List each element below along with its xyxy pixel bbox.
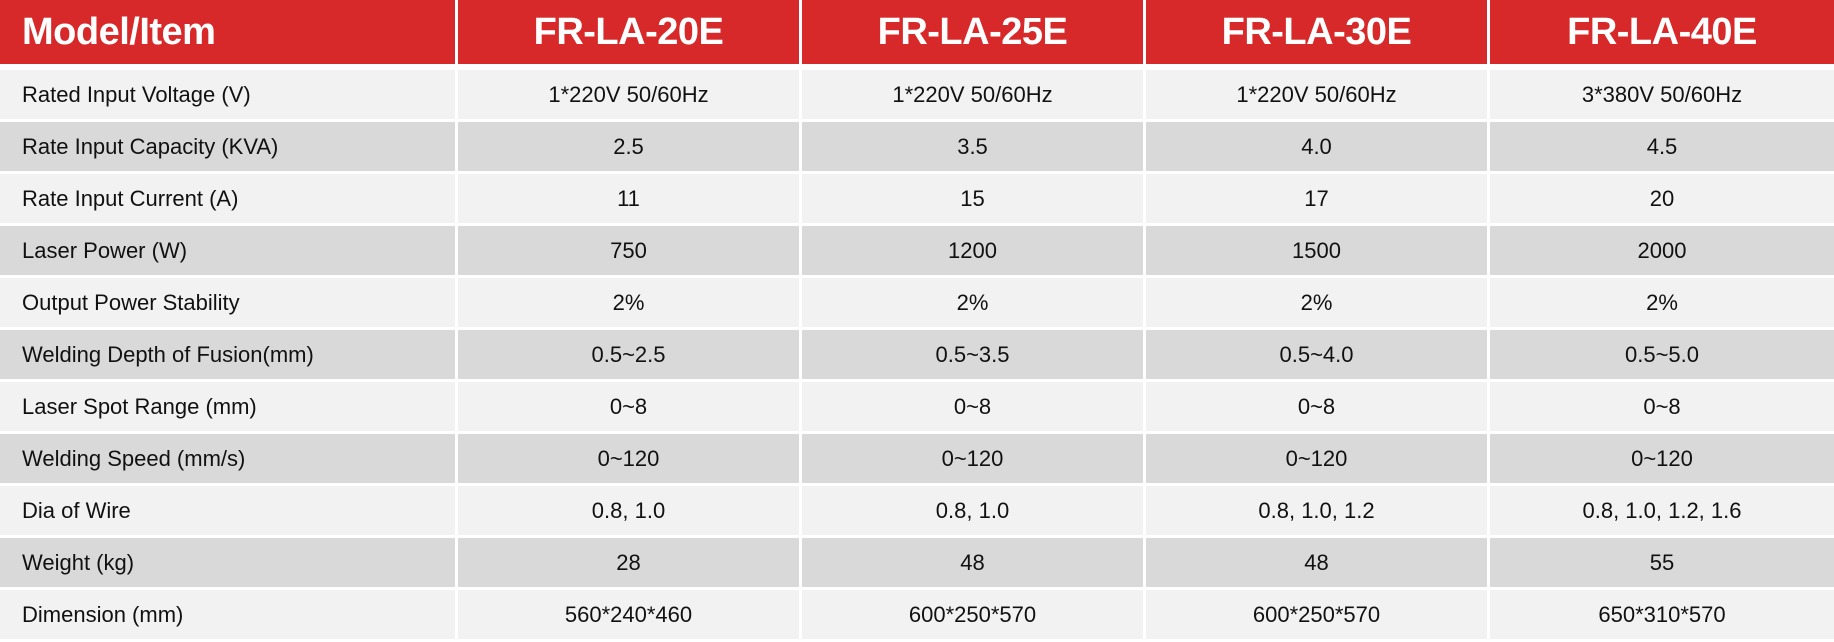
table-cell: 1200	[802, 226, 1146, 278]
header-model-1: FR-LA-20E	[458, 0, 802, 70]
table-cell: 17	[1146, 174, 1490, 226]
table-cell: 1*220V 50/60Hz	[802, 70, 1146, 122]
table-cell: 0.8, 1.0	[458, 486, 802, 538]
table-cell: 1*220V 50/60Hz	[458, 70, 802, 122]
table-cell: 0.8, 1.0	[802, 486, 1146, 538]
header-model-4: FR-LA-40E	[1490, 0, 1834, 70]
row-label: Laser Power (W)	[0, 226, 458, 278]
table-cell: 0~120	[1146, 434, 1490, 486]
table-cell: 48	[1146, 538, 1490, 590]
table-cell: 3*380V 50/60Hz	[1490, 70, 1834, 122]
table-cell: 3.5	[802, 122, 1146, 174]
table-cell: 4.0	[1146, 122, 1490, 174]
table-cell: 48	[802, 538, 1146, 590]
row-label: Dia of Wire	[0, 486, 458, 538]
table-cell: 2%	[1490, 278, 1834, 330]
table-cell: 20	[1490, 174, 1834, 226]
table-cell: 2000	[1490, 226, 1834, 278]
table-cell: 0~120	[802, 434, 1146, 486]
table-cell: 2%	[802, 278, 1146, 330]
table-cell: 650*310*570	[1490, 590, 1834, 642]
row-label: Laser Spot Range (mm)	[0, 382, 458, 434]
table-cell: 0~8	[1146, 382, 1490, 434]
table-cell: 0~120	[1490, 434, 1834, 486]
table-cell: 0.5~3.5	[802, 330, 1146, 382]
table-cell: 28	[458, 538, 802, 590]
header-model-item: Model/Item	[0, 0, 458, 70]
table-cell: 2%	[458, 278, 802, 330]
table-cell: 600*250*570	[802, 590, 1146, 642]
row-label: Weight (kg)	[0, 538, 458, 590]
table-cell: 560*240*460	[458, 590, 802, 642]
header-model-2: FR-LA-25E	[802, 0, 1146, 70]
table-cell: 0~120	[458, 434, 802, 486]
table-cell: 55	[1490, 538, 1834, 590]
table-cell: 1500	[1146, 226, 1490, 278]
table-cell: 600*250*570	[1146, 590, 1490, 642]
row-label: Rate Input Current (A)	[0, 174, 458, 226]
table-cell: 4.5	[1490, 122, 1834, 174]
table-cell: 750	[458, 226, 802, 278]
table-cell: 0.8, 1.0, 1.2, 1.6	[1490, 486, 1834, 538]
row-label: Welding Depth of Fusion(mm)	[0, 330, 458, 382]
table-cell: 2.5	[458, 122, 802, 174]
table-cell: 0~8	[802, 382, 1146, 434]
row-label: Rate Input Capacity (KVA)	[0, 122, 458, 174]
table-cell: 0.5~4.0	[1146, 330, 1490, 382]
row-label: Output Power Stability	[0, 278, 458, 330]
table-cell: 1*220V 50/60Hz	[1146, 70, 1490, 122]
row-label: Welding Speed (mm/s)	[0, 434, 458, 486]
table-cell: 0.8, 1.0, 1.2	[1146, 486, 1490, 538]
table-cell: 0~8	[458, 382, 802, 434]
row-label: Rated Input Voltage (V)	[0, 70, 458, 122]
row-label: Dimension (mm)	[0, 590, 458, 642]
table-cell: 0~8	[1490, 382, 1834, 434]
table-cell: 0.5~2.5	[458, 330, 802, 382]
header-model-3: FR-LA-30E	[1146, 0, 1490, 70]
table-cell: 0.5~5.0	[1490, 330, 1834, 382]
table-cell: 15	[802, 174, 1146, 226]
table-cell: 2%	[1146, 278, 1490, 330]
table-cell: 11	[458, 174, 802, 226]
